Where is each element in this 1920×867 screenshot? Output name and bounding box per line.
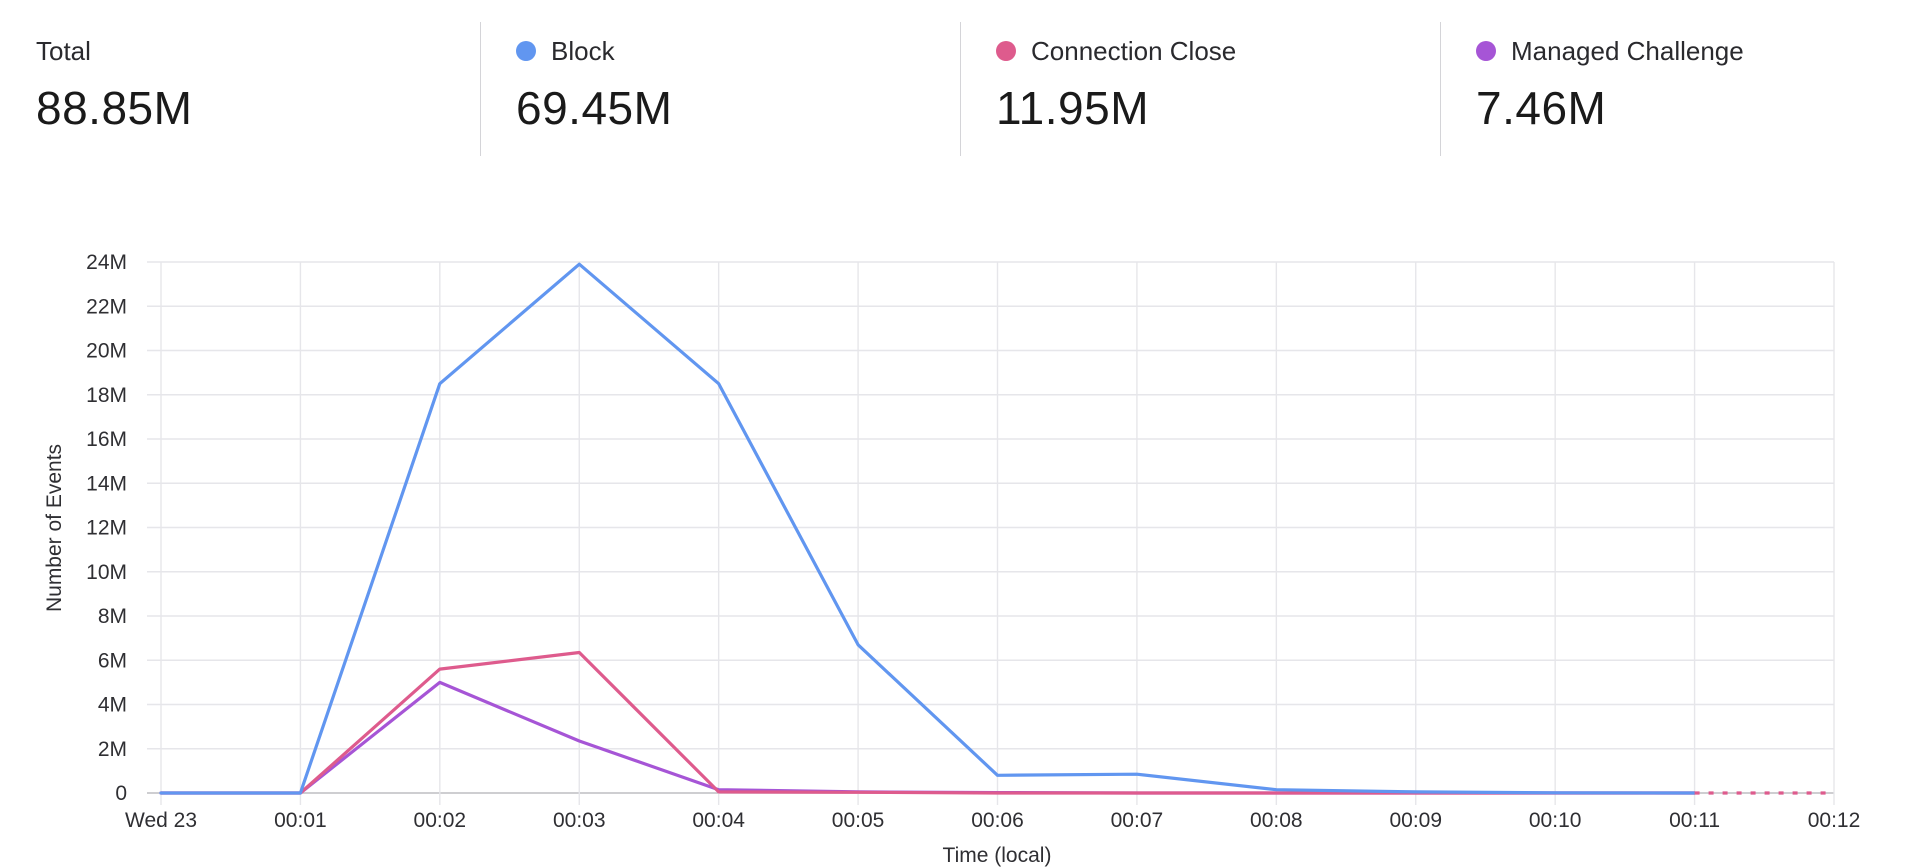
x-tick-label: 00:01 — [274, 809, 327, 832]
x-tick-label: 00:02 — [414, 809, 467, 832]
series-lines[interactable] — [159, 262, 1834, 795]
x-axis-title: Time (local) — [943, 844, 1052, 867]
y-tick-label: 20M — [86, 340, 127, 363]
y-tick-label: 24M — [86, 251, 127, 274]
y-axis-title: Number of Events — [43, 444, 66, 612]
block-legend-dot — [516, 41, 536, 61]
stat-block-value: 69.45M — [516, 82, 673, 134]
stat-managed-challenge-label: Managed Challenge — [1511, 36, 1744, 66]
stat-connection-close-label: Connection Close — [1031, 36, 1237, 66]
x-tick-label: 00:04 — [692, 809, 745, 832]
stat-managed-challenge-value: 7.46M — [1476, 82, 1607, 134]
x-tick-label: 00:07 — [1111, 809, 1164, 832]
x-axis-ticks: Wed 23 00:01 00:02 00:03 00:04 00:05 00:06 00:0… — [125, 809, 1860, 832]
x-tick-label: 00:11 — [1669, 809, 1720, 832]
y-tick-label: 2M — [98, 738, 127, 761]
x-tick-label: Wed 23 — [125, 809, 197, 832]
y-tick-label: 6M — [98, 649, 127, 672]
y-tick-label: 12M — [86, 517, 127, 540]
stat-total-value: 88.85M — [36, 82, 193, 134]
y-tick-label: 16M — [86, 428, 127, 451]
y-tick-label: 0 — [115, 782, 127, 805]
y-tick-label: 18M — [86, 384, 127, 407]
y-tick-label: 22M — [86, 295, 127, 318]
chart-grid — [147, 261, 1835, 805]
y-tick-label: 14M — [86, 472, 127, 495]
stat-total-label: Total — [36, 36, 91, 66]
stat-connection-close-value: 11.95M — [996, 82, 1150, 134]
y-tick-label: 4M — [98, 694, 127, 717]
stat-total: Total 88.85M — [0, 0, 480, 160]
x-tick-label: 00:06 — [971, 809, 1024, 832]
stat-block-label: Block — [551, 36, 615, 66]
stat-managed-challenge[interactable]: Managed Challenge 7.46M — [1440, 0, 1920, 160]
x-tick-label: 00:05 — [832, 809, 885, 832]
y-tick-label: 8M — [98, 605, 127, 628]
y-tick-label: 10M — [86, 561, 127, 584]
summary-stats: Total 88.85M Block 69.45M Connection Clo… — [0, 0, 1920, 160]
x-tick-label: 00:10 — [1529, 809, 1582, 832]
x-tick-label: 00:08 — [1250, 809, 1303, 832]
managed-challenge-legend-dot — [1476, 41, 1496, 61]
x-tick-label: 00:03 — [553, 809, 606, 832]
series-line-block[interactable] — [159, 262, 1697, 795]
stat-connection-close[interactable]: Connection Close 11.95M — [960, 0, 1440, 160]
x-tick-label: 00:12 — [1808, 809, 1861, 832]
connection-close-legend-dot — [996, 41, 1016, 61]
x-tick-label: 00:09 — [1389, 809, 1442, 832]
y-axis-ticks: 0 2M 4M 6M 8M 10M 12M 14M 16M 18M 20M 22M 24M — [86, 251, 127, 805]
stat-block[interactable]: Block 69.45M — [480, 0, 960, 160]
series-line-managed-challenge[interactable] — [159, 680, 1697, 795]
